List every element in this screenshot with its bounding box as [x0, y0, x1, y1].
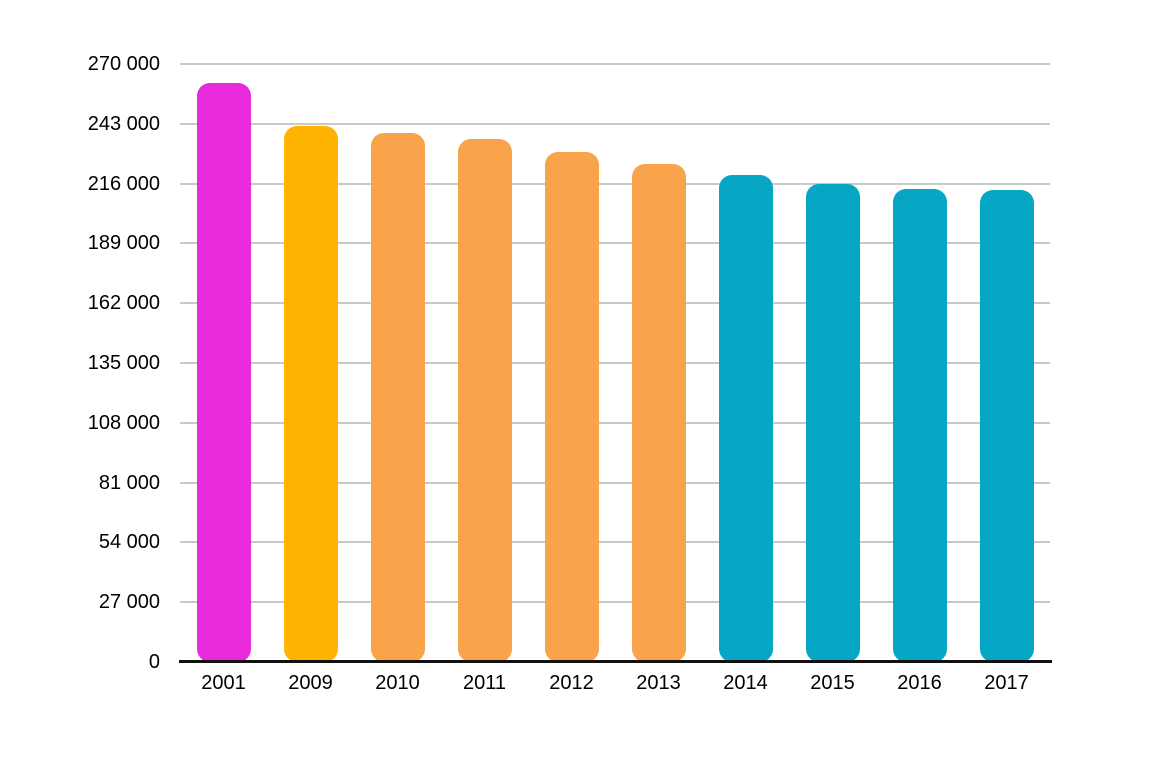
gridline [180, 362, 1050, 364]
gridline [180, 541, 1050, 544]
y-axis-tick-label: 0 [148, 651, 160, 673]
x-axis-tick-label: 2013 [636, 672, 681, 694]
gridline [180, 421, 1050, 424]
x-axis-tick-label: 2011 [462, 672, 506, 694]
gridline [180, 63, 1050, 65]
plot-area [179, 63, 1052, 663]
bar-2010 [370, 132, 425, 662]
y-axis: 0 27 000 54 000 81 000 108 000 135 000 162 000… [0, 53, 160, 673]
x-axis-line [179, 660, 1052, 663]
bar-2015 [805, 183, 860, 662]
y-axis-tick-label: 270 000 [87, 53, 160, 75]
x-axis-tick-label: 2016 [897, 672, 942, 694]
bar-2012 [544, 151, 599, 662]
x-axis-tick-label: 2015 [810, 672, 855, 694]
bar-2014 [718, 174, 773, 662]
y-axis-tick-label: 189 000 [87, 232, 160, 255]
gridline [180, 601, 1050, 604]
x-axis: 2001 2009 2010 2011 2012 2013 2014 2015 2016 2017 [180, 671, 1050, 697]
y-axis-tick-label: 81 000 [98, 471, 160, 494]
bar-2013 [631, 163, 686, 662]
x-axis-tick-label: 2010 [375, 672, 420, 694]
x-axis-tick-label: 2001 [201, 672, 246, 694]
y-axis-tick-label: 54 000 [98, 531, 160, 554]
x-axis-tick-label: 2017 [984, 672, 1029, 694]
bar-2011 [457, 139, 512, 662]
bar-2017 [979, 190, 1034, 662]
gridline [180, 481, 1050, 484]
x-axis-tick-label: 2014 [723, 672, 768, 694]
bar-2001 [196, 82, 251, 662]
gridline [180, 122, 1050, 125]
x-axis-tick-label: 2012 [549, 672, 594, 694]
y-axis-tick-label: 162 000 [87, 292, 160, 315]
bar-2016 [892, 189, 947, 662]
gridline [180, 302, 1050, 305]
y-axis-tick-label: 216 000 [87, 172, 160, 195]
gridline [180, 242, 1050, 245]
y-axis-tick-label: 108 000 [87, 411, 160, 434]
x-axis-tick-label: 2009 [288, 672, 333, 694]
y-axis-tick-label: 27 000 [98, 591, 160, 614]
y-axis-tick-label: 135 000 [87, 352, 160, 374]
gridline [180, 182, 1050, 185]
y-axis-tick-label: 243 000 [87, 112, 160, 135]
bar-2009 [283, 126, 338, 662]
